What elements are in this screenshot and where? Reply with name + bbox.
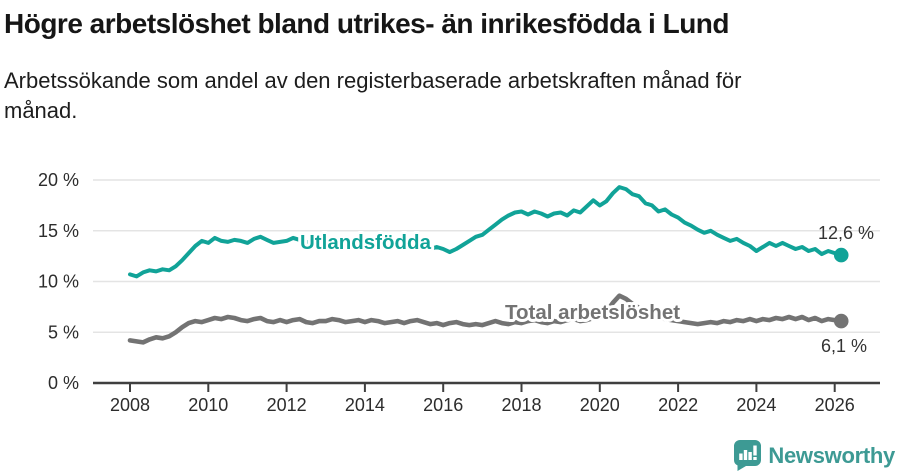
series-end-value-utlandsf-dda: 12,6 % [818, 223, 874, 243]
series-end-value-total-arbetsl-shet: 6,1 % [821, 336, 867, 356]
exclamation-stem [753, 445, 758, 456]
subtitle-line-1: Arbetssökande som andel av den registerb… [4, 68, 742, 93]
x-tick-label: 2026 [815, 395, 855, 415]
y-tick-label: 5 % [48, 322, 79, 342]
newsworthy-bubble-chart-icon [734, 440, 762, 471]
y-tick-label: 20 % [38, 170, 79, 190]
x-tick-label: 2020 [580, 395, 620, 415]
x-tick-label: 2010 [188, 395, 228, 415]
y-tick-label: 10 % [38, 272, 79, 292]
series-label-total-arbetsl-shet: Total arbetslöshet [505, 301, 680, 324]
bubble-shape [734, 440, 762, 471]
subtitle-line-2: månad. [4, 98, 78, 123]
x-tick-label: 2008 [110, 395, 150, 415]
series-line-total-arbetsl-shet [127, 293, 844, 345]
brand-name: Newsworthy [768, 442, 895, 468]
x-tick-label: 2012 [267, 395, 307, 415]
y-tick-label: 15 % [38, 221, 79, 241]
x-tick-label: 2016 [423, 395, 463, 415]
exclamation-dot [753, 457, 758, 460]
series-end-dot-utlandsf-dda [833, 247, 849, 263]
bar-1 [739, 453, 744, 460]
x-tick-label: 2014 [345, 395, 385, 415]
x-tick-label: 2022 [658, 395, 698, 415]
x-tick-label: 2024 [736, 395, 776, 415]
x-tick-label: 2018 [501, 395, 541, 415]
page-subtitle: Arbetssökande som andel av den registerb… [4, 66, 741, 126]
page-title: Högre arbetslöshet bland utrikes- än inr… [4, 8, 730, 39]
newsworthy-logo: Newsworthy [734, 440, 895, 471]
bar-2 [744, 450, 748, 460]
y-tick-label: 0 % [48, 373, 79, 393]
bar-3 [748, 452, 753, 460]
series-line-utlandsf-dda [128, 185, 844, 279]
series-label-utlandsf-dda: Utlandsfödda [300, 231, 432, 254]
series-end-dot-total-arbetsl-shet [833, 313, 849, 329]
